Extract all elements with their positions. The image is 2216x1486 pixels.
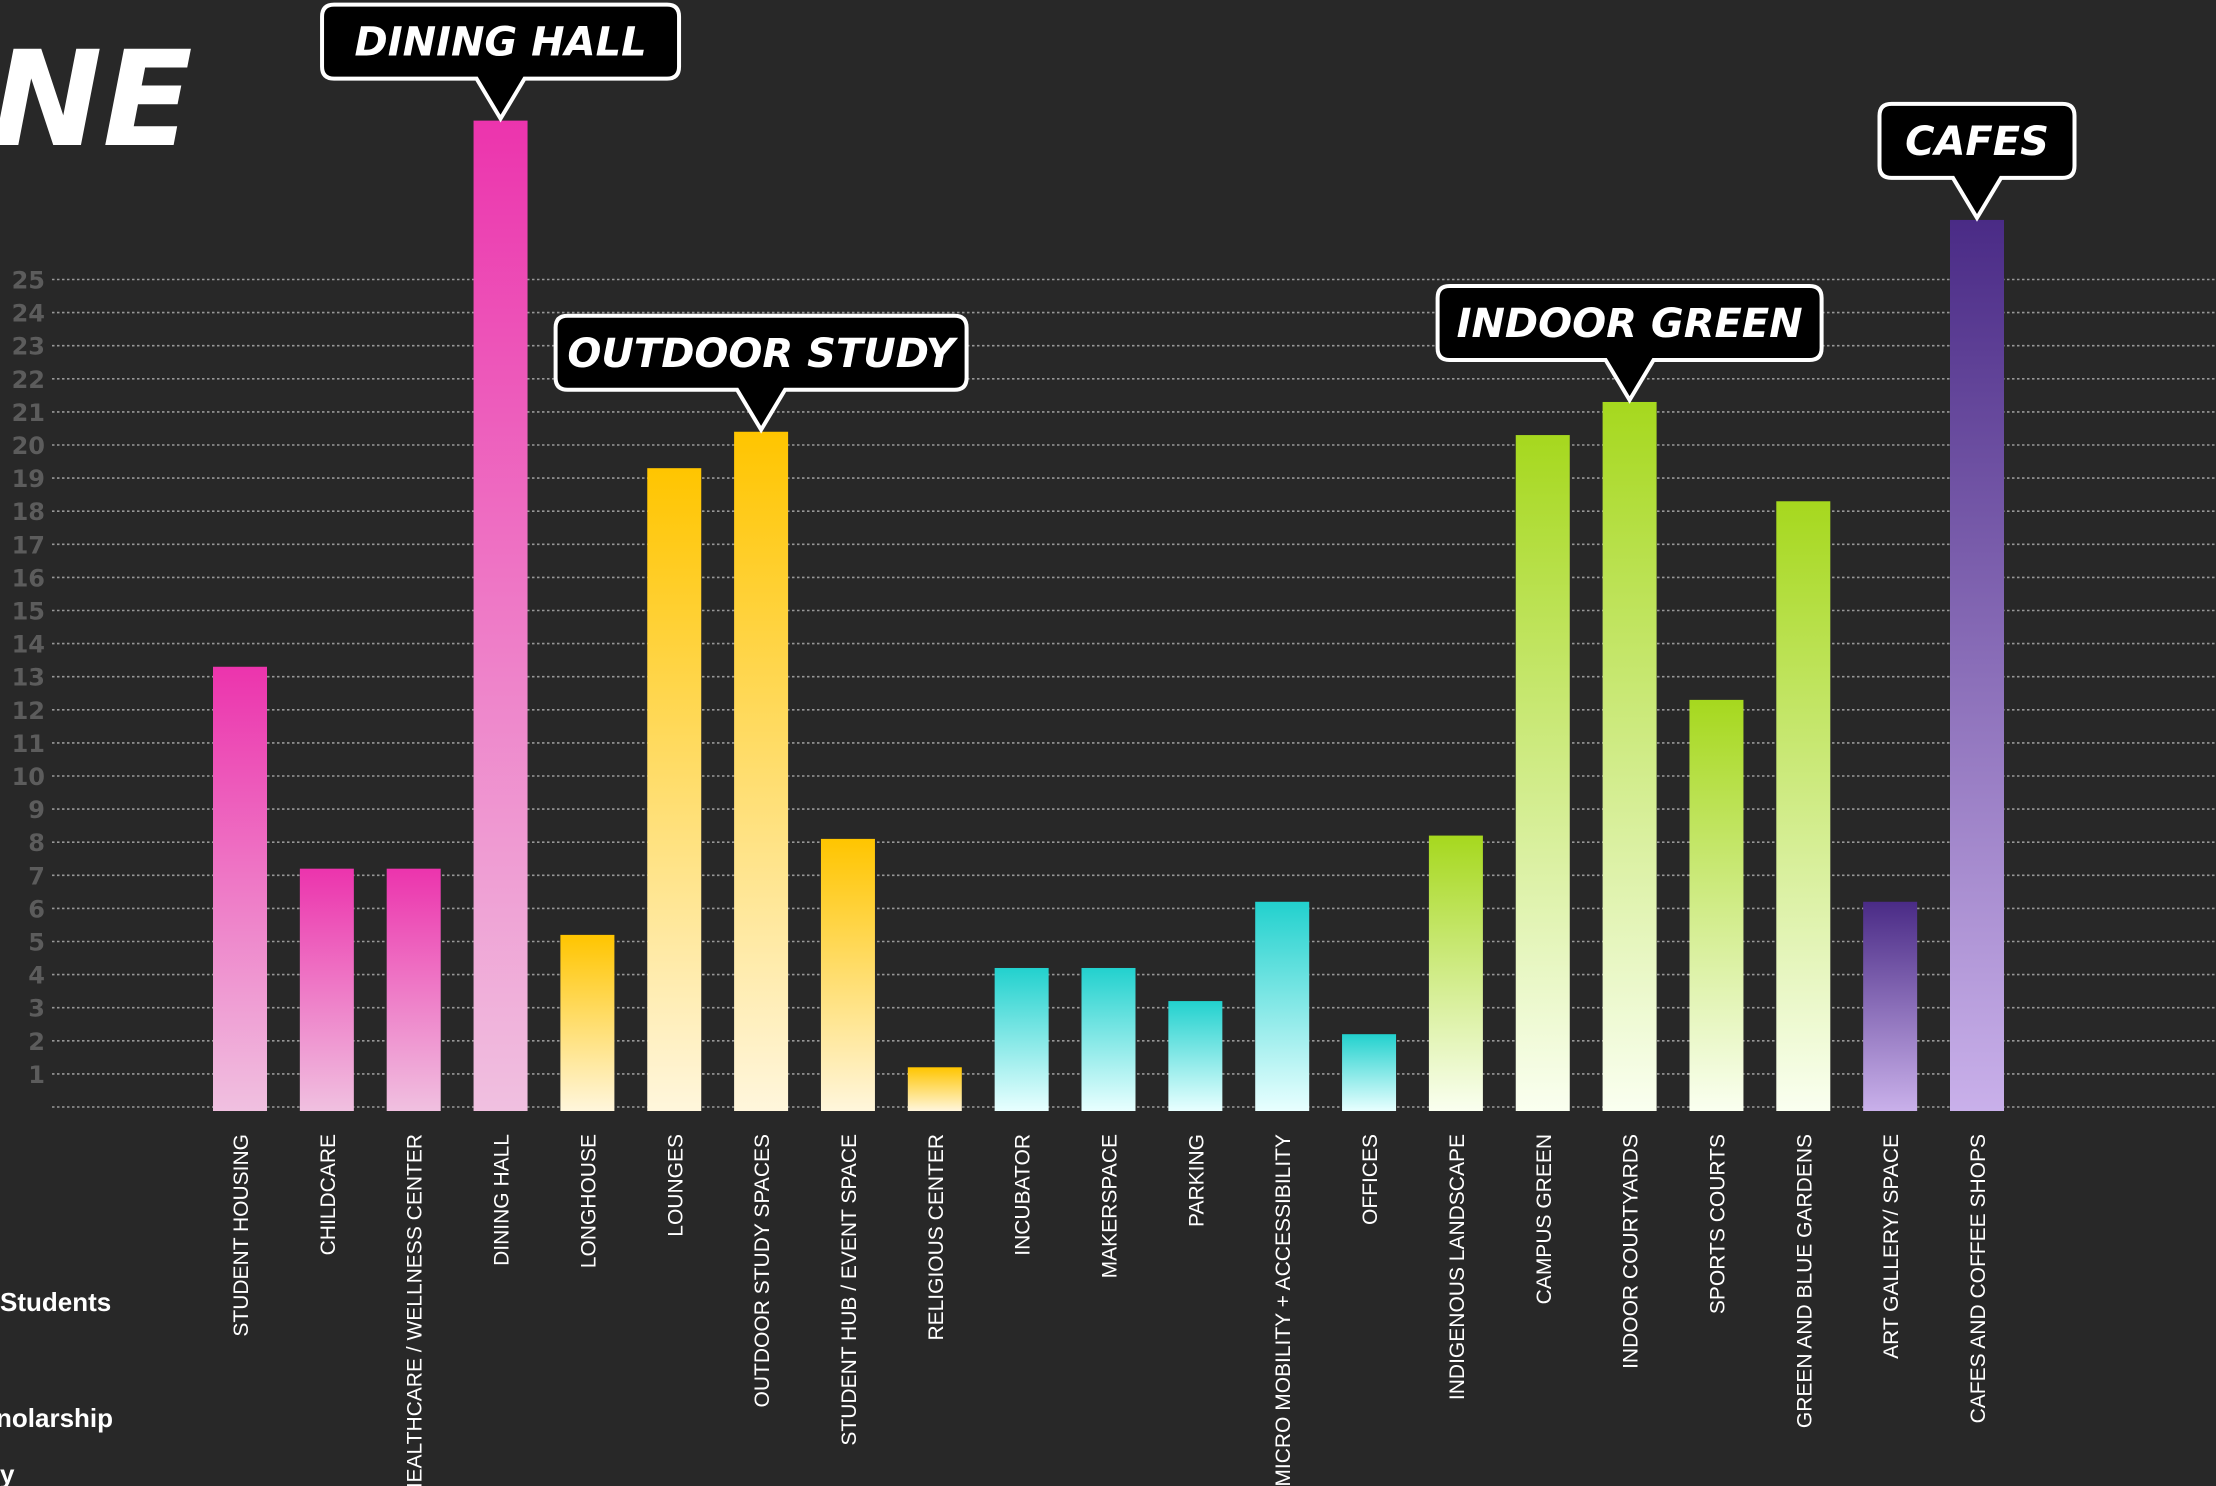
bar — [1255, 901, 1310, 1111]
y-tick-label: 8 — [28, 829, 45, 857]
x-category-label: OFFICES — [1359, 1134, 1382, 1225]
bar — [1863, 901, 1918, 1111]
x-category-label: INCUBATOR — [1012, 1134, 1035, 1256]
y-tick-label: 2 — [28, 1028, 45, 1056]
x-category-label: CAFES AND COFFEE SHOPS — [1967, 1134, 1990, 1423]
y-tick-label: 24 — [12, 300, 45, 328]
callout-label: DINING HALL — [355, 20, 647, 66]
x-category-label: DINING HALL — [491, 1134, 514, 1266]
y-tick-label: 9 — [28, 796, 45, 824]
y-tick-label: 20 — [12, 432, 45, 460]
callout: CAFES — [1877, 101, 2077, 222]
bar — [386, 868, 441, 1111]
callout: DINING HALL — [320, 2, 682, 123]
x-category-label: LONGHOUSE — [577, 1134, 600, 1268]
bar — [1342, 1034, 1397, 1111]
x-category-label: INDIGENOUS LANDSCAPE — [1446, 1134, 1469, 1400]
callout-label: INDOOR GREEN — [1457, 301, 1803, 347]
y-tick-label: 22 — [12, 366, 45, 394]
callout-box — [553, 313, 969, 434]
title-fragment: NE — [0, 23, 193, 177]
y-tick-label: 16 — [12, 564, 45, 592]
y-tick-label: 11 — [12, 730, 45, 758]
y-tick-label: 15 — [12, 598, 45, 626]
y-tick-label: 23 — [12, 333, 45, 361]
bar — [1689, 699, 1744, 1111]
x-category-label: SPORTS COURTS — [1706, 1134, 1729, 1314]
x-category-label: HEALTHCARE / WELLNESS CENTER — [404, 1134, 427, 1486]
bar — [734, 431, 789, 1111]
y-tick-label: 10 — [12, 763, 45, 791]
x-category-label: MICRO MOBILITY + ACCESSIBILITY — [1272, 1134, 1295, 1486]
callout: INDOOR GREEN — [1435, 283, 1824, 404]
x-category-label: RELIGIOUS CENTER — [925, 1134, 948, 1341]
y-tick-label: 18 — [12, 498, 45, 526]
x-category-label: OUTDOOR STUDY SPACES — [751, 1134, 774, 1407]
bar — [1602, 401, 1657, 1112]
y-tick-label: 3 — [28, 995, 45, 1023]
bar — [299, 868, 354, 1111]
y-tick-label: 7 — [28, 862, 45, 890]
bar — [560, 934, 615, 1111]
bar — [1776, 501, 1831, 1111]
bars — [213, 120, 2004, 1112]
x-category-label: ART GALLERY/ SPACE — [1880, 1134, 1903, 1359]
x-category-label: STUDENT HUB / EVENT SPACE — [838, 1134, 861, 1446]
x-category-label: CAMPUS GREEN — [1533, 1134, 1556, 1304]
y-tick-label: 17 — [12, 531, 45, 559]
y-tick-label: 5 — [28, 929, 45, 957]
callout-label: CAFES — [1905, 119, 2049, 165]
legend-fragment-students: Students — [0, 1287, 111, 1317]
bar — [820, 838, 875, 1111]
x-category-label: PARKING — [1185, 1134, 1208, 1227]
callout-box — [1877, 101, 2077, 222]
bar — [1515, 435, 1570, 1111]
y-tick-label: 25 — [12, 267, 45, 295]
bar — [473, 120, 528, 1112]
x-axis-category-labels: STUDENT HOUSING CHILDCARE HEALTHCARE / WEL… — [230, 1134, 1990, 1486]
y-tick-label: 12 — [12, 697, 45, 725]
x-category-label: CHILDCARE — [317, 1134, 340, 1255]
callout: OUTDOOR STUDY — [553, 313, 969, 434]
callout-box — [1435, 283, 1824, 404]
y-tick-label: 13 — [12, 664, 45, 692]
bar — [907, 1067, 962, 1111]
gridlines — [52, 278, 2216, 1108]
y-tick-label: 21 — [12, 399, 45, 427]
y-tick-label: 1 — [28, 1061, 45, 1089]
y-tick-label: 19 — [12, 465, 45, 493]
y-tick-label: 4 — [28, 962, 45, 990]
x-category-label: GREEN AND BLUE GARDENS — [1793, 1134, 1816, 1428]
legend-fragment-scholarship: nolarship — [0, 1403, 113, 1433]
bar — [1081, 967, 1136, 1111]
bar — [1950, 219, 2004, 1112]
bar — [1428, 835, 1483, 1111]
x-category-label: MAKERSPACE — [1099, 1134, 1122, 1278]
callout-label: OUTDOOR STUDY — [567, 331, 958, 377]
x-category-label: STUDENT HOUSING — [230, 1134, 253, 1337]
x-category-label: INDOOR COURTYARDS — [1620, 1134, 1643, 1369]
y-tick-label: 6 — [28, 895, 45, 923]
bar — [647, 468, 702, 1111]
x-category-label: LOUNGES — [664, 1134, 687, 1237]
callout-box — [320, 2, 682, 123]
bar — [994, 967, 1049, 1111]
bar — [1168, 1001, 1223, 1111]
y-axis-tick-labels: 1234567891011121314151617181920212223242… — [12, 267, 45, 1089]
y-tick-label: 14 — [12, 631, 45, 659]
bar — [213, 666, 267, 1111]
legend-fragment-y: y — [0, 1459, 15, 1486]
callouts: DINING HALL OUTDOOR STUDY INDOOR GREEN CAFE… — [320, 2, 2077, 434]
